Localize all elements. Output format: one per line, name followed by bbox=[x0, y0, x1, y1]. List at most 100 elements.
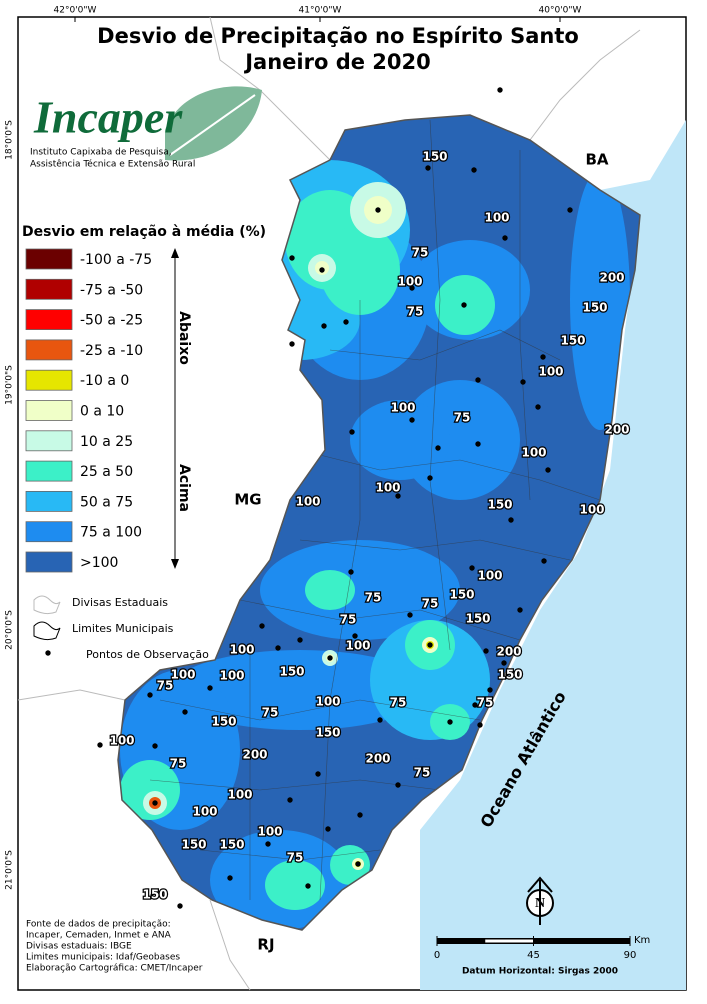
contour-label: 75 bbox=[287, 851, 304, 865]
contour-label: 75 bbox=[390, 696, 407, 710]
observation-point bbox=[289, 341, 295, 347]
observation-point bbox=[287, 797, 293, 803]
observation-point bbox=[348, 569, 354, 575]
contour-label: 100 bbox=[390, 401, 415, 415]
observation-point bbox=[182, 709, 188, 715]
contour-label: 75 bbox=[407, 305, 424, 319]
logo-name: Incaper bbox=[33, 92, 183, 143]
legend-label: -100 a -75 bbox=[80, 252, 152, 268]
observation-point bbox=[305, 883, 311, 889]
observation-point bbox=[289, 255, 295, 261]
north-arrow bbox=[527, 876, 553, 893]
municipal-border bbox=[299, 539, 571, 561]
scale-unit: Km bbox=[634, 935, 650, 946]
municipal-border bbox=[429, 119, 451, 651]
contour-label: 75 bbox=[454, 411, 471, 425]
arrow-head bbox=[171, 248, 179, 258]
longitude-label: 42°0'0"W bbox=[54, 6, 97, 16]
scale-tick-label: 0 bbox=[434, 950, 440, 961]
contour-label: 200 bbox=[496, 645, 521, 659]
contour-label: 150 bbox=[142, 888, 167, 902]
contour-label: 75 bbox=[170, 757, 187, 771]
state-border bbox=[529, 29, 641, 141]
observation-point bbox=[435, 445, 441, 451]
contour-label: 200 bbox=[599, 271, 624, 285]
contour-label: 100 bbox=[579, 503, 604, 517]
contour-label: 100 bbox=[375, 481, 400, 495]
symbol-municipal-border bbox=[33, 621, 61, 641]
observation-point bbox=[407, 612, 413, 618]
contour-label: 100 bbox=[109, 734, 134, 748]
contour-label: 100 bbox=[257, 825, 282, 839]
deviation-zone bbox=[265, 860, 325, 910]
observation-point bbox=[409, 417, 415, 423]
symbol-state-border bbox=[33, 595, 61, 615]
logo-subtitle: Instituto Capixaba de Pesquisa, bbox=[30, 148, 172, 158]
observation-point bbox=[321, 323, 327, 329]
observation-point bbox=[508, 517, 514, 523]
legend-swatch bbox=[25, 490, 73, 512]
observation-point bbox=[477, 722, 483, 728]
contour-label: 150 bbox=[487, 498, 512, 512]
observation-point bbox=[297, 637, 303, 643]
municipal-border bbox=[159, 699, 481, 721]
observation-point bbox=[97, 742, 103, 748]
legend-swatch bbox=[25, 400, 73, 421]
contour-label: 150 bbox=[560, 334, 585, 348]
arrow-head bbox=[171, 559, 179, 569]
deviation-zone bbox=[570, 170, 630, 430]
scale-tick-label: 45 bbox=[527, 950, 540, 961]
observation-point bbox=[535, 404, 541, 410]
contour-label: 150 bbox=[422, 150, 447, 164]
observation-point bbox=[472, 702, 478, 708]
contour-label: 100 bbox=[315, 695, 340, 709]
state-outline bbox=[117, 114, 641, 931]
observation-point bbox=[343, 319, 349, 325]
contour-label: 100 bbox=[538, 365, 563, 379]
observation-point bbox=[395, 493, 401, 499]
source-line: Elaboração Cartográfica: CMET/Incaper bbox=[26, 964, 203, 974]
municipal-border bbox=[199, 849, 381, 861]
observation-point bbox=[502, 235, 508, 241]
symbol-label: Divisas Estaduais bbox=[72, 596, 168, 609]
region-label: BA bbox=[585, 151, 608, 169]
observation-point bbox=[475, 441, 481, 447]
contour-label: 75 bbox=[365, 591, 382, 605]
logo-leaf-vein bbox=[169, 94, 256, 156]
legend-title: Desvio em relação à média (%) bbox=[22, 224, 266, 240]
contour-label: 100 bbox=[345, 639, 370, 653]
legend-swatch bbox=[25, 309, 73, 331]
legend-swatch bbox=[25, 521, 73, 543]
contour-label: 150 bbox=[219, 838, 244, 852]
deviation-zone bbox=[350, 400, 450, 480]
legend-swatch bbox=[25, 369, 73, 391]
observation-point bbox=[319, 267, 325, 273]
longitude-label: 41°0'0"W bbox=[299, 6, 342, 16]
municipal-border bbox=[329, 329, 561, 361]
contour-label: 150 bbox=[465, 612, 490, 626]
contour-label: 150 bbox=[279, 665, 304, 679]
state-border bbox=[209, 899, 251, 991]
scale-tick-label: 90 bbox=[624, 950, 637, 961]
observation-point bbox=[545, 467, 551, 473]
observation-point bbox=[147, 692, 153, 698]
contour-label: 100 bbox=[229, 643, 254, 657]
contour-label: 75 bbox=[262, 706, 279, 720]
scale-bar-segment bbox=[485, 939, 534, 943]
latitude-label: 18°0'0"S bbox=[5, 120, 15, 160]
datum-label: Datum Horizontal: Sirgas 2000 bbox=[462, 967, 618, 977]
contour-label: 150 bbox=[315, 726, 340, 740]
observation-point bbox=[501, 660, 507, 666]
observation-point bbox=[349, 429, 355, 435]
observation-point bbox=[425, 165, 431, 171]
deviation-zone bbox=[320, 225, 400, 315]
legend-label: -10 a 0 bbox=[80, 373, 129, 389]
observation-point bbox=[447, 719, 453, 725]
legend-label: 75 a 100 bbox=[80, 525, 142, 541]
observation-point bbox=[152, 743, 158, 749]
observation-point bbox=[227, 875, 233, 881]
legend-swatch bbox=[25, 278, 73, 300]
contour-label: 100 bbox=[192, 805, 217, 819]
observation-point bbox=[427, 475, 433, 481]
